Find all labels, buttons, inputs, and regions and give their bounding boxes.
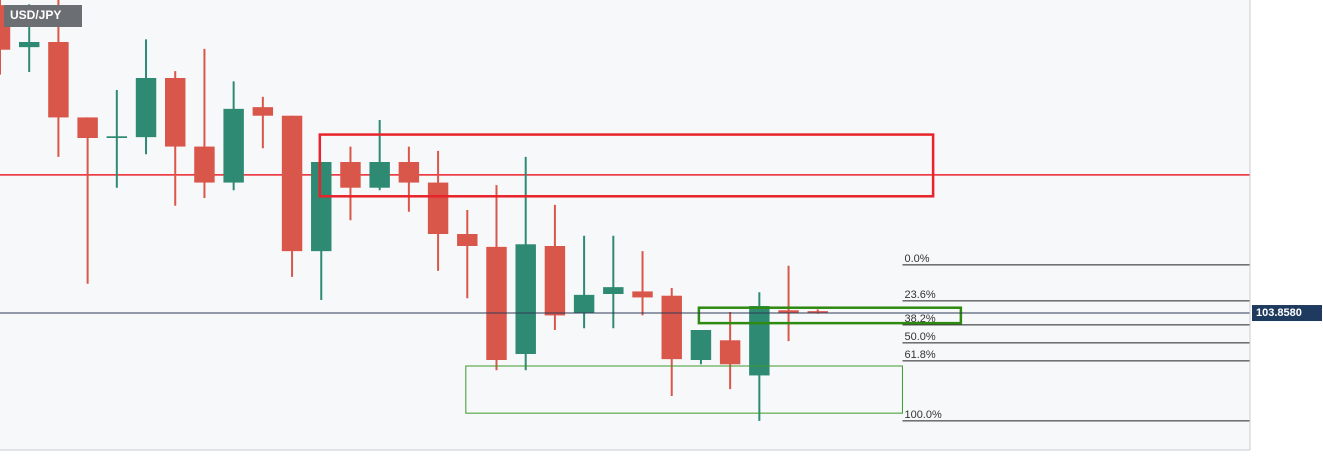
symbol-badge [4,5,82,27]
annotation-box [697,306,963,325]
last-price-label: 103.8580 [1256,307,1302,319]
candle-body [252,107,274,116]
annotation-box [318,133,935,198]
fib-label: 100.0% [904,409,942,421]
candle-body [340,162,361,188]
plot: 0.0% 23.6% 38.2% 50.0% 61.8% 100.0% [0,0,1250,422]
candle-body [544,246,566,316]
candle-body [457,234,478,246]
candle-body [281,115,303,252]
candle-body [106,136,128,138]
candle-body [573,294,595,313]
candle-body [48,42,69,118]
fib-label: 61.8% [904,349,935,361]
candle-body [77,117,98,138]
candle-body [165,78,186,147]
candle-body [223,108,244,183]
candle-body [427,182,449,234]
candle-body [369,162,390,188]
candle-body [632,291,653,298]
candle-body [807,311,828,313]
fib-label: 38.2% [904,313,935,325]
annotation-box [465,365,903,414]
axes: 103.8580 [1252,305,1322,322]
candle-body [603,287,624,294]
last-price-badge [1252,305,1322,322]
candle-body [194,146,215,183]
candle-body [515,244,536,354]
candle-body [749,306,770,376]
candle-body [486,246,507,360]
fib-label: 23.6% [904,289,935,301]
candle-body [778,310,799,313]
candle-body [18,42,40,48]
fib-label: 50.0% [904,331,935,343]
candle-body [398,162,420,183]
candle-body [135,78,157,138]
candle-body [311,162,332,252]
candle-body [719,340,741,365]
candle-body [690,330,712,360]
chart-title: USD/JPY [10,8,61,22]
candle-body [661,295,682,360]
plot-area [0,0,1250,450]
fib-label: 0.0% [904,253,929,265]
candle-body [0,5,11,50]
